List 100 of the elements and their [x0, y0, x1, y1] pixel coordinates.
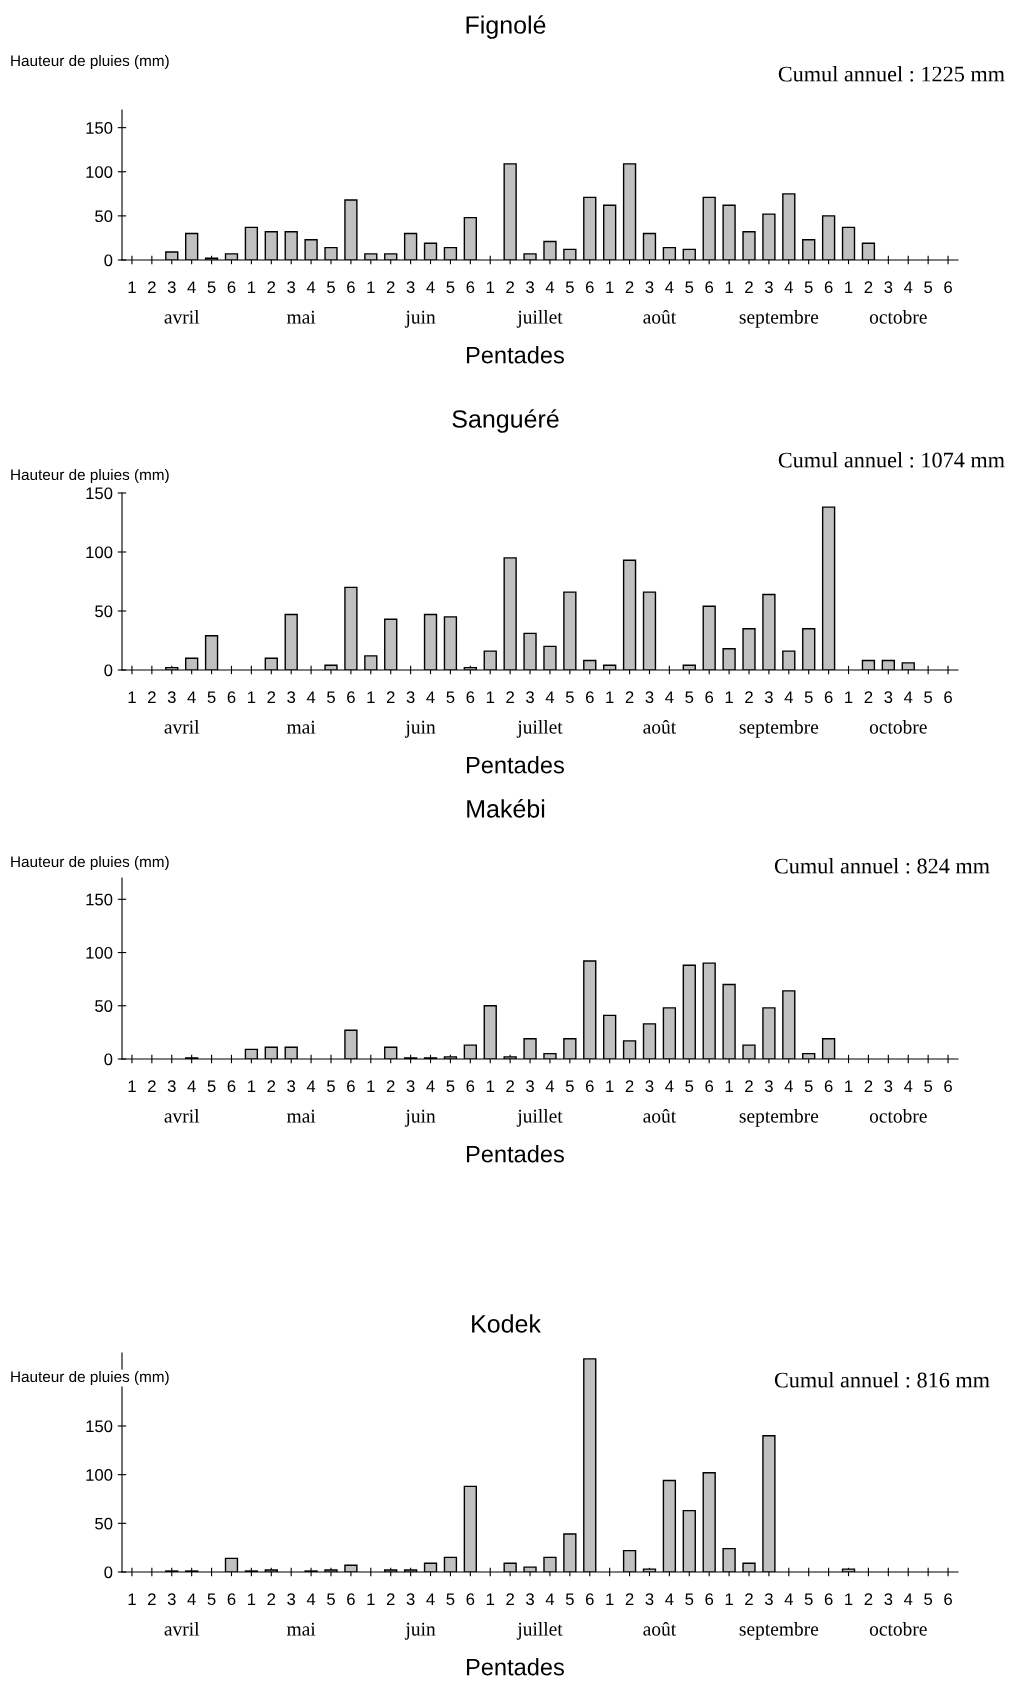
x-tick-label: 5 [327, 691, 335, 704]
x-tick-label: 5 [327, 1080, 335, 1093]
x-tick-label: 2 [745, 281, 753, 293]
x-tick-label: 6 [824, 1080, 833, 1093]
x-tick-label: 6 [347, 1080, 355, 1093]
x-tick-label: 1 [248, 691, 256, 703]
x-tick-label: 4 [545, 1080, 555, 1092]
x-tick-label: 2 [386, 281, 395, 293]
y-tick-label: 0 [104, 1566, 113, 1579]
text: mai [286, 720, 316, 734]
x-tick-label: 4 [665, 1593, 674, 1605]
x-tick-label: 5 [207, 281, 216, 294]
x-tick-label: 5 [924, 691, 933, 704]
x-tick-label: 3 [406, 1080, 415, 1093]
x-tick-label: 3 [884, 281, 893, 294]
annotation: Cumul annuel : 816 mm [774, 1371, 990, 1388]
x-tick-label: 1 [845, 691, 853, 703]
x-tick-label: 5 [327, 1593, 335, 1606]
x-tick-label: 5 [446, 281, 455, 294]
x-tick-label: 4 [545, 1593, 555, 1605]
chart-title: Sanguéré [452, 409, 559, 433]
x-tick-label: 2 [864, 281, 873, 293]
x-tick-label: 3 [287, 1080, 296, 1093]
x-tick-label: 3 [526, 281, 534, 294]
x-tick-label: 5 [804, 281, 813, 294]
x-tick-label: 1 [606, 281, 614, 293]
x-tick-label: 5 [924, 281, 933, 294]
x-tick-label: 2 [506, 691, 514, 703]
y-axis-title: Hauteur de pluies (mm) [11, 468, 169, 484]
x-tick-label: 4 [903, 1080, 913, 1092]
x-tick-label: 4 [665, 281, 674, 293]
x-tick-label: 3 [764, 1080, 773, 1093]
x-tick-label: 6 [824, 281, 833, 294]
x-tick-label: 4 [545, 691, 555, 703]
y-tick-label: 50 [95, 1000, 113, 1012]
x-tick-label: 1 [486, 691, 495, 703]
text: avril [164, 1622, 200, 1636]
text: Cumul annuel : 824 mm [774, 857, 990, 874]
x-tick-label: 4 [187, 691, 196, 703]
x-tick-label: 2 [148, 691, 156, 703]
text: Cumul annuel : 1225 mm [778, 65, 1005, 82]
x-tick-label: 6 [347, 691, 355, 704]
x-tick-label: 1 [845, 281, 853, 293]
x-tick-label: 4 [784, 281, 793, 293]
x-tick-label: 2 [745, 1593, 753, 1605]
x-tick-label: 6 [944, 1593, 952, 1606]
text: juin [404, 720, 436, 738]
y-tick-label: 150 [86, 893, 113, 906]
y-tick-label: 100 [86, 946, 113, 959]
text: août [643, 309, 677, 324]
x-tick-label: 6 [585, 281, 594, 294]
x-tick-label: 6 [705, 691, 714, 704]
x-tick-label: 3 [526, 1080, 534, 1093]
x-tick-label: 4 [306, 691, 316, 703]
x-tick-label: 3 [645, 1080, 654, 1093]
text: juillet [516, 1622, 563, 1640]
x-tick-label: 1 [606, 1080, 614, 1092]
x-tick-label: 2 [386, 1593, 395, 1605]
x-tick-label: 3 [287, 1593, 296, 1606]
y-tick-label: 50 [95, 605, 113, 618]
x-tick-label: 3 [406, 691, 415, 704]
x-tick-label: 4 [426, 281, 435, 293]
y-tick-label: 50 [95, 210, 113, 223]
x-tick-label: 6 [944, 1080, 952, 1093]
x-tick-label: 6 [227, 691, 236, 704]
x-tick-label: 1 [845, 1593, 853, 1605]
x-tick-label: 2 [625, 281, 634, 293]
text: octobre [869, 720, 927, 734]
x-tick-label: 2 [745, 1080, 753, 1092]
x-tick-label: 4 [426, 691, 435, 703]
x-axis-title: Pentades [466, 1658, 564, 1676]
y-tick-label: 100 [86, 546, 113, 559]
x-tick-label: 1 [367, 281, 375, 293]
x-tick-label: 4 [784, 691, 793, 703]
x-tick-label: 1 [128, 691, 136, 703]
x-tick-label: 1 [725, 1593, 733, 1605]
text: juin [404, 310, 436, 328]
x-axis-title: Pentades [466, 1145, 564, 1163]
x-tick-label: 4 [426, 1593, 435, 1605]
x-tick-label: 4 [187, 281, 196, 293]
x-tick-label: 1 [248, 1080, 256, 1092]
x-tick-label: 4 [545, 281, 555, 293]
text: mai [286, 1622, 316, 1636]
x-tick-label: 3 [526, 691, 534, 704]
text: octobre [869, 1109, 927, 1123]
x-tick-label: 4 [426, 1080, 435, 1092]
text: octobre [869, 310, 927, 324]
text: septembre [739, 310, 819, 328]
text: mai [286, 310, 316, 324]
x-tick-label: 1 [486, 1593, 495, 1605]
chart-title: Makébi [467, 799, 545, 818]
x-tick-label: 1 [486, 281, 495, 293]
text: septembre [739, 1109, 819, 1127]
x-tick-label: 6 [824, 691, 833, 704]
y-tick-label: 0 [104, 1053, 113, 1066]
x-tick-label: 5 [685, 1593, 694, 1606]
y-tick-label: 0 [104, 254, 113, 267]
chart-title: Fignolé [466, 15, 546, 39]
x-tick-label: 2 [506, 1593, 514, 1605]
x-axis-title: Pentades [466, 756, 564, 774]
